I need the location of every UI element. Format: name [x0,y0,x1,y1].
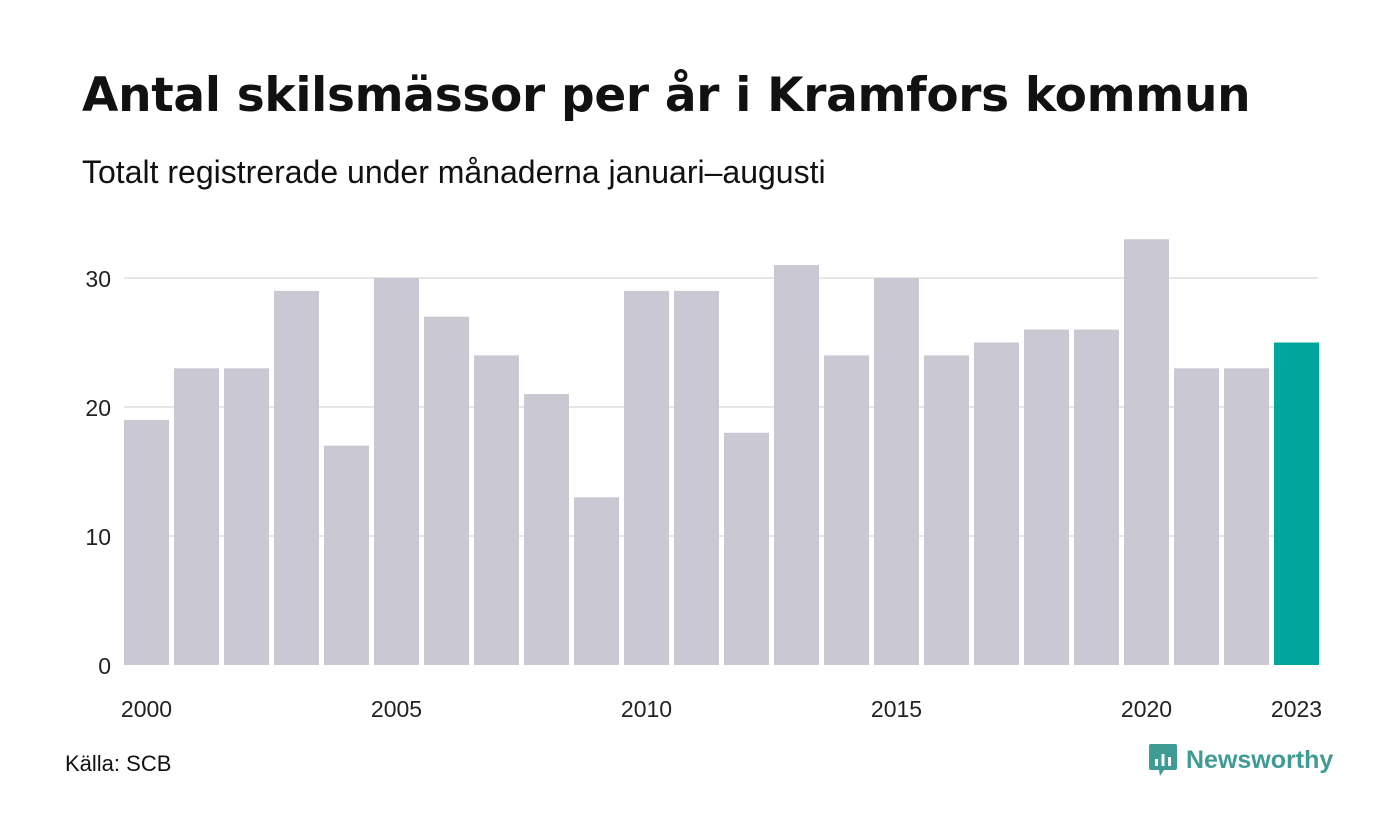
bar-2001 [174,368,219,665]
y-tick-label: 30 [85,266,111,292]
bar-2013 [774,265,819,665]
bar-2020 [1124,239,1169,666]
bar-2003 [274,290,319,665]
bar-2022 [1224,368,1269,665]
chart-subtitle: Totalt registrerade under månaderna janu… [82,154,826,190]
bar-2010 [624,290,669,665]
bar-2012 [724,432,769,665]
bar-chart: 0 10 20 30 2000 2005 2010 2015 2020 2023 [85,239,1322,722]
y-tick-label: 10 [85,524,111,550]
bars [124,239,1319,666]
bar-2014 [824,355,869,665]
source-label: Källa: SCB [65,751,172,776]
y-tick-label: 0 [98,653,111,679]
bar-2002 [224,368,269,665]
bar-2000 [124,419,169,665]
bar-2019 [1074,329,1119,665]
x-tick-label: 2010 [621,696,672,722]
chart-title: Antal skilsmässor per år i Kramfors komm… [82,68,1251,123]
newsworthy-logo-icon [1149,744,1177,776]
bar-2007 [474,355,519,665]
bar-2017 [974,342,1019,665]
x-tick-label: 2015 [871,696,922,722]
bar-2018 [1024,329,1069,665]
x-tick-label: 2000 [121,696,172,722]
bar-2009 [574,497,619,665]
x-axis-ticks: 2000 2005 2010 2015 2020 2023 [121,696,1322,722]
bar-2005 [374,278,419,665]
bar-2021 [1174,368,1219,665]
brand-name: Newsworthy [1186,745,1334,774]
x-tick-label: 2023 [1271,696,1322,722]
bar-2016 [924,355,969,665]
brand-logo[interactable]: Newsworthy [1148,742,1333,778]
bar-2023 [1274,342,1319,665]
bar-2004 [324,445,369,665]
y-axis-ticks: 0 10 20 30 [85,266,111,679]
x-tick-label: 2005 [371,696,422,722]
bar-2011 [674,290,719,665]
bar-2006 [424,316,469,665]
bar-2008 [524,394,569,665]
x-tick-label: 2020 [1121,696,1172,722]
bar-2015 [874,278,919,665]
y-tick-label: 20 [85,395,111,421]
